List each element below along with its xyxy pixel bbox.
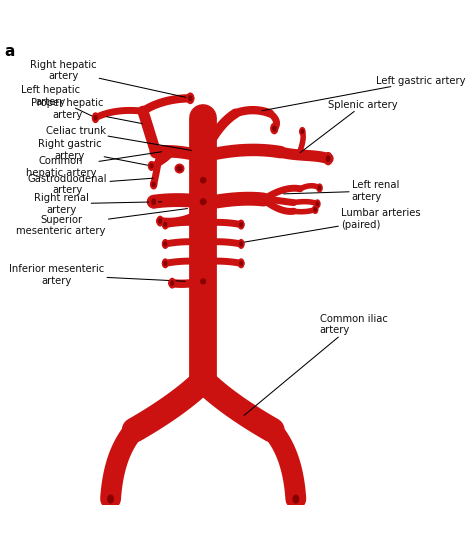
Text: Right hepatic
artery: Right hepatic artery	[30, 60, 188, 98]
Ellipse shape	[152, 183, 155, 186]
Text: Inferior mesenteric
artery: Inferior mesenteric artery	[9, 264, 185, 286]
Circle shape	[201, 199, 206, 205]
Text: a: a	[4, 45, 15, 60]
Ellipse shape	[240, 262, 242, 265]
Text: Lumbar arteries
(paired): Lumbar arteries (paired)	[244, 208, 421, 242]
Ellipse shape	[238, 240, 244, 248]
Circle shape	[191, 144, 215, 169]
Text: Common iliac
artery: Common iliac artery	[244, 314, 387, 416]
Ellipse shape	[238, 259, 244, 267]
Text: Left gastric artery: Left gastric artery	[262, 76, 465, 111]
Text: Right gastric
artery: Right gastric artery	[38, 139, 149, 165]
Ellipse shape	[319, 186, 321, 190]
Text: Right renal
artery: Right renal artery	[34, 193, 162, 215]
Ellipse shape	[163, 259, 168, 267]
Text: Common
hepatic artery: Common hepatic artery	[26, 152, 162, 178]
Ellipse shape	[290, 490, 302, 507]
Ellipse shape	[301, 130, 303, 133]
Circle shape	[175, 164, 184, 173]
Ellipse shape	[240, 223, 242, 227]
Ellipse shape	[159, 219, 162, 223]
Ellipse shape	[317, 184, 322, 192]
Ellipse shape	[94, 115, 97, 120]
Circle shape	[198, 197, 209, 207]
Ellipse shape	[189, 96, 192, 100]
Text: Gastroduodenal
artery: Gastroduodenal artery	[27, 173, 153, 195]
Ellipse shape	[273, 126, 276, 131]
Ellipse shape	[164, 262, 166, 265]
Ellipse shape	[171, 281, 173, 285]
Text: Left hepatic
artery: Left hepatic artery	[21, 85, 93, 117]
Circle shape	[177, 166, 182, 171]
Ellipse shape	[169, 278, 175, 288]
Ellipse shape	[315, 200, 320, 208]
Ellipse shape	[148, 162, 155, 170]
Ellipse shape	[300, 128, 305, 135]
Text: Splenic artery: Splenic artery	[300, 100, 398, 153]
Ellipse shape	[238, 220, 244, 229]
Ellipse shape	[105, 490, 117, 507]
Ellipse shape	[92, 113, 99, 122]
Ellipse shape	[314, 208, 316, 211]
Ellipse shape	[157, 216, 163, 226]
Ellipse shape	[164, 223, 166, 227]
Ellipse shape	[316, 202, 319, 206]
Text: Left renal
artery: Left renal artery	[283, 180, 399, 202]
Circle shape	[201, 178, 206, 183]
Ellipse shape	[163, 220, 168, 229]
Text: Proper hepatic
artery: Proper hepatic artery	[31, 98, 142, 124]
Ellipse shape	[324, 153, 332, 165]
Ellipse shape	[313, 206, 318, 213]
Ellipse shape	[163, 240, 168, 248]
Ellipse shape	[151, 180, 157, 189]
Ellipse shape	[293, 495, 299, 503]
Circle shape	[199, 277, 208, 286]
Text: Superior
mesenteric artery: Superior mesenteric artery	[16, 208, 188, 236]
Ellipse shape	[240, 242, 242, 246]
Circle shape	[201, 279, 206, 284]
Ellipse shape	[164, 242, 166, 246]
Text: Celiac trunk: Celiac trunk	[46, 126, 194, 151]
Ellipse shape	[187, 93, 194, 104]
Ellipse shape	[327, 156, 330, 161]
Ellipse shape	[108, 495, 113, 503]
Ellipse shape	[271, 124, 278, 134]
Circle shape	[199, 176, 208, 185]
Ellipse shape	[150, 164, 153, 168]
Ellipse shape	[152, 199, 155, 205]
Ellipse shape	[150, 195, 157, 208]
